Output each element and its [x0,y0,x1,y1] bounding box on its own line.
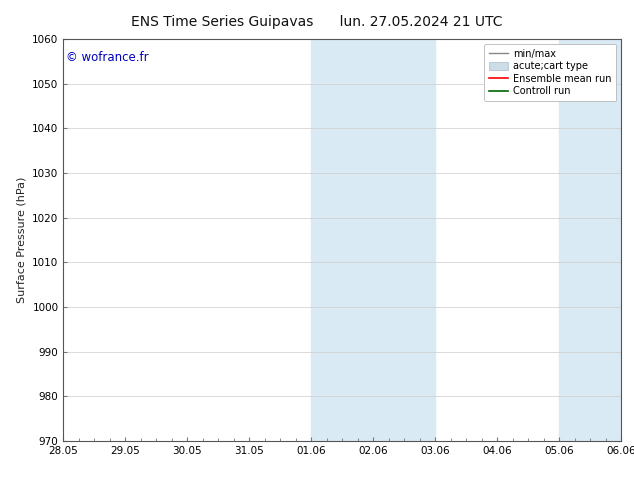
Bar [311,39,436,441]
Y-axis label: Surface Pressure (hPa): Surface Pressure (hPa) [16,177,27,303]
Text: ENS Time Series Guipavas      lun. 27.05.2024 21 UTC: ENS Time Series Guipavas lun. 27.05.2024… [131,15,503,29]
Bar [559,39,621,441]
Legend: min/max, acute;cart type, Ensemble mean run, Controll run: min/max, acute;cart type, Ensemble mean … [484,44,616,101]
Text: © wofrance.fr: © wofrance.fr [66,51,149,64]
